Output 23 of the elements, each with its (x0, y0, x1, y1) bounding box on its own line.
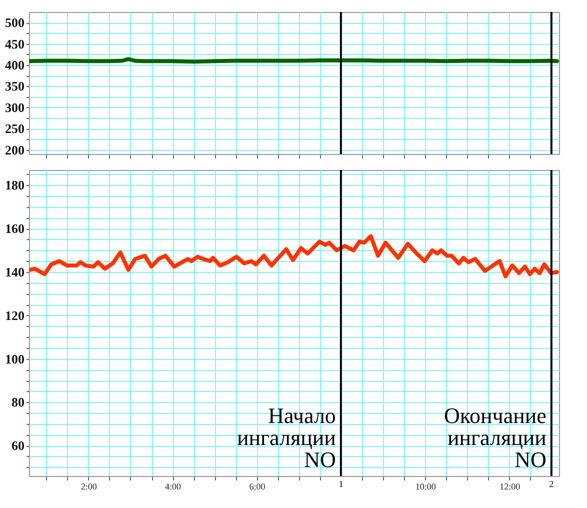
x-tick-label: 6:00 (249, 482, 266, 492)
x-tick-label: 12:00 (500, 482, 521, 492)
y-tick-label: 180 (5, 178, 24, 193)
text: 2 (549, 479, 554, 489)
text: 1 (338, 479, 344, 489)
x-tick-label: 4:00 (165, 482, 182, 492)
y-tick-label: 300 (5, 100, 24, 115)
y-tick-label: 160 (5, 221, 24, 236)
y-tick-label: 450 (5, 36, 24, 52)
y-tick-label: 350 (5, 78, 24, 94)
ref-line-label: Окончание ингаляции NO (444, 403, 547, 472)
y-tick-label: 400 (5, 57, 24, 72)
y-tick-label: 140 (5, 264, 24, 280)
y-tick-label: 250 (5, 121, 24, 136)
y-tick-label: 120 (5, 308, 24, 323)
y-tick-label: 80 (12, 394, 24, 410)
ref-line-label: Начало ингаляции NO (236, 403, 336, 472)
x-tick-label: 10:00 (415, 482, 436, 492)
y-tick-label: 500 (5, 15, 24, 30)
y-tick-label: 100 (5, 351, 24, 366)
y-tick-label: 60 (12, 438, 24, 454)
y-tick-label: 200 (5, 142, 24, 158)
x-tick-label: 2:00 (80, 482, 98, 492)
